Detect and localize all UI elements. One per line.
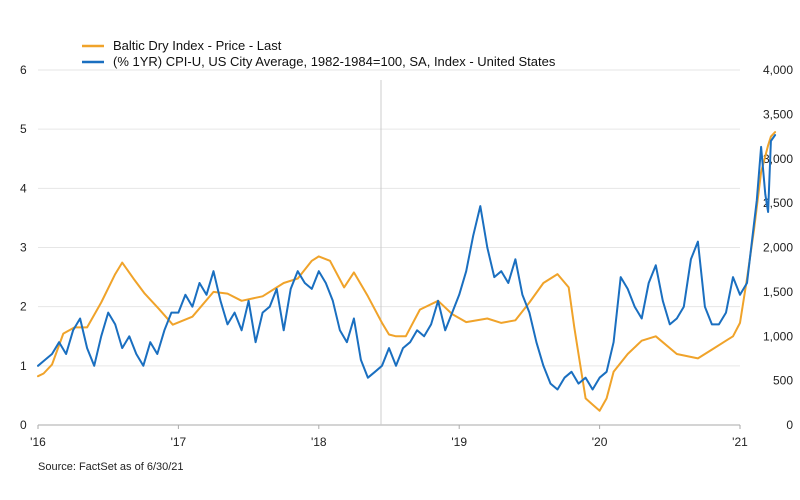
series-line-cpi bbox=[37, 134, 777, 391]
legend: Baltic Dry Index - Price - Last (% 1YR) … bbox=[82, 38, 556, 69]
left-y-tick-label: 6 bbox=[20, 63, 27, 77]
x-tick-label: '16 bbox=[30, 435, 46, 449]
left-y-tick-label: 0 bbox=[20, 418, 27, 432]
legend-label-bdi: Baltic Dry Index - Price - Last bbox=[113, 38, 282, 53]
right-y-tick-label: 2,500 bbox=[763, 196, 793, 210]
right-y-axis-ticks: 0 500 1,000 1,500 2,000 2,500 3,000 3,500 4,000 bbox=[763, 63, 793, 432]
left-y-tick-label: 1 bbox=[20, 359, 27, 373]
series-line-bdi bbox=[37, 131, 777, 412]
series-layer bbox=[37, 131, 777, 412]
x-tick-label: '17 bbox=[171, 435, 187, 449]
right-y-tick-label: 3,000 bbox=[763, 152, 793, 166]
axes bbox=[38, 80, 740, 426]
right-y-tick-label: 0 bbox=[786, 418, 793, 432]
left-y-tick-label: 5 bbox=[20, 122, 27, 136]
source-note: Source: FactSet as of 6/30/21 bbox=[38, 461, 184, 473]
right-y-tick-label: 4,000 bbox=[763, 63, 793, 77]
x-tick-label: '20 bbox=[592, 435, 608, 449]
left-y-tick-label: 4 bbox=[20, 181, 27, 195]
right-y-tick-label: 2,000 bbox=[763, 241, 793, 255]
right-y-tick-label: 3,500 bbox=[763, 107, 793, 121]
x-axis-ticks: '16 '17 '18 '19 '20 '21 bbox=[30, 425, 748, 449]
left-y-tick-label: 2 bbox=[20, 300, 27, 314]
right-y-tick-label: 1,500 bbox=[763, 285, 793, 299]
x-tick-label: '21 bbox=[732, 435, 748, 449]
left-y-axis-ticks: 0 1 2 3 4 5 6 bbox=[20, 63, 27, 432]
legend-label-cpi: (% 1YR) CPI-U, US City Average, 1982-198… bbox=[113, 54, 556, 69]
right-y-tick-label: 1,000 bbox=[763, 329, 793, 343]
x-tick-label: '18 bbox=[311, 435, 327, 449]
gridlines bbox=[38, 69, 740, 426]
right-y-tick-label: 500 bbox=[773, 374, 793, 388]
x-tick-label: '19 bbox=[451, 435, 467, 449]
left-y-tick-label: 3 bbox=[20, 241, 27, 255]
